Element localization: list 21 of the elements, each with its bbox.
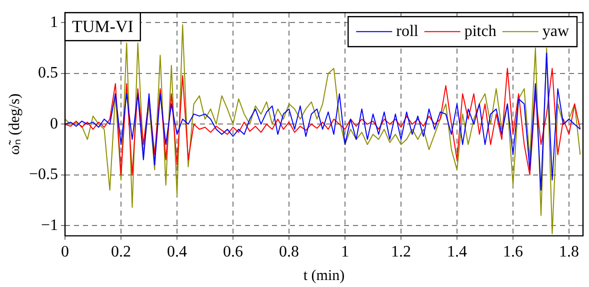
x-tick-label: 0.6 xyxy=(223,244,244,261)
x-tick-label: 0 xyxy=(61,244,70,261)
y-tick-label: 0 xyxy=(50,115,58,132)
x-tick-label: 0.2 xyxy=(111,244,132,261)
y-tick-label: 1 xyxy=(50,14,58,31)
x-axis-title: t (min) xyxy=(303,268,345,284)
x-tick-label: 0.4 xyxy=(167,244,188,261)
chart-title: TUM-VI xyxy=(72,17,134,36)
y-tick-label: −1 xyxy=(40,216,58,234)
legend-label: yaw xyxy=(542,22,570,40)
x-tick-label: 1.8 xyxy=(559,244,579,261)
x-tick-label: 1 xyxy=(341,244,350,261)
y-tick-label: −0.5 xyxy=(28,166,58,184)
x-tick-label: 1.2 xyxy=(391,244,412,261)
legend-label: pitch xyxy=(464,22,496,40)
x-tick-label: 1.4 xyxy=(447,244,468,261)
legend-label: roll xyxy=(396,22,419,40)
y-tick-label: 0.5 xyxy=(38,64,58,82)
y-axis-title: ω̃ₙ (deg/s) xyxy=(6,94,23,155)
x-tick-label: 0.8 xyxy=(279,244,300,261)
x-tick-label: 1.6 xyxy=(503,244,524,261)
